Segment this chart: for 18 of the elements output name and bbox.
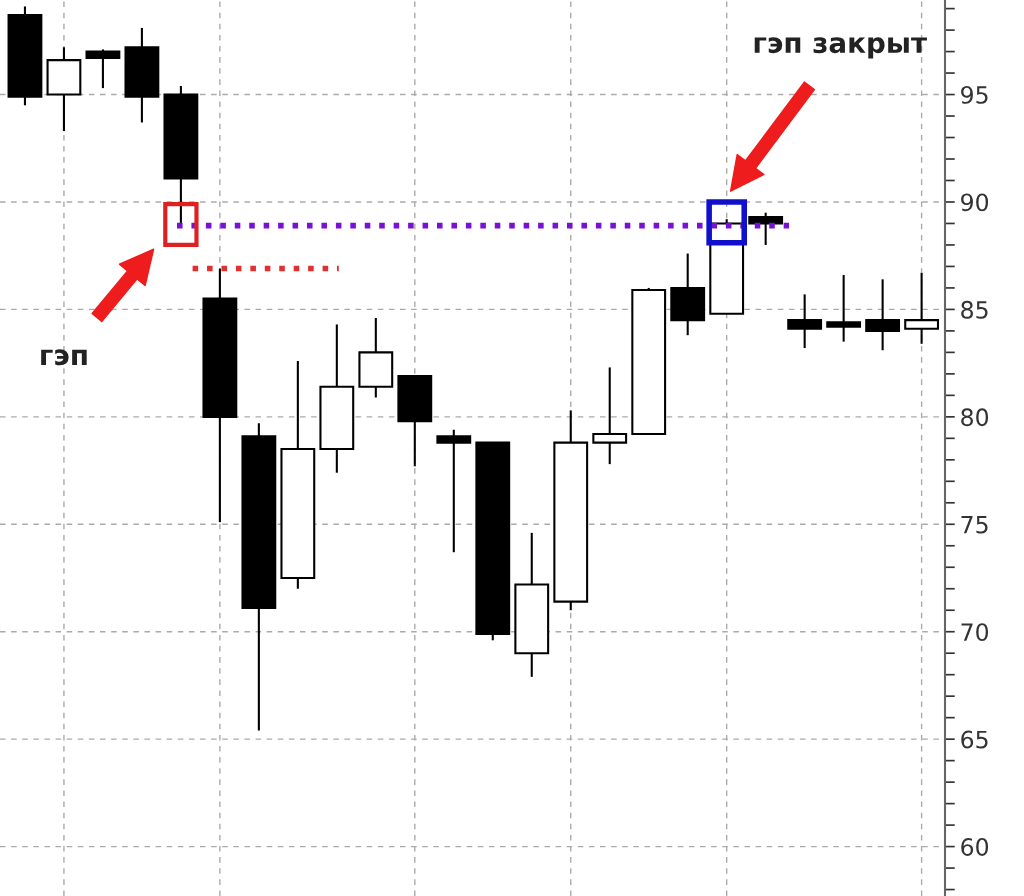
y-tick-label: 90 bbox=[961, 193, 989, 212]
candlestick bbox=[787, 293, 823, 350]
y-tick-label: 80 bbox=[961, 408, 989, 427]
candlestick bbox=[748, 211, 784, 246]
candlestick bbox=[592, 366, 628, 466]
candlestick bbox=[436, 428, 472, 554]
candlestick bbox=[865, 278, 901, 352]
candlestick bbox=[85, 48, 121, 90]
candlestick bbox=[826, 273, 862, 343]
y-tick-label: 60 bbox=[961, 838, 989, 856]
y-tick-label: 95 bbox=[961, 85, 988, 104]
candlestick bbox=[904, 271, 940, 345]
y-tick-label: 70 bbox=[961, 623, 989, 642]
y-tick-label: 85 bbox=[961, 300, 988, 319]
y-tick-label: 65 bbox=[961, 730, 988, 749]
annotation: гэп bbox=[41, 349, 87, 366]
annotation: гэп закрыт bbox=[754, 37, 927, 59]
y-tick-label: 75 bbox=[961, 516, 988, 534]
